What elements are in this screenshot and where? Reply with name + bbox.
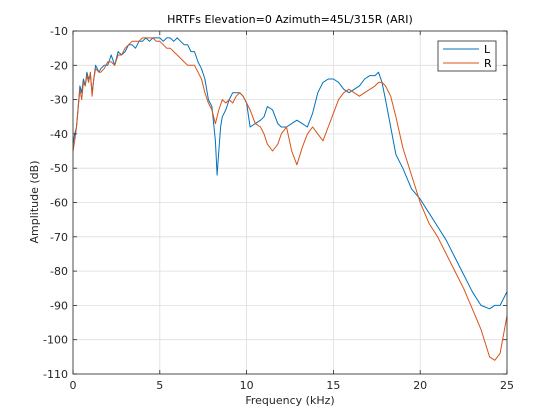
x-axis-label: Frequency (kHz)	[245, 394, 334, 407]
y-tick-label: -60	[50, 197, 68, 210]
y-tick-label: -30	[50, 94, 68, 107]
series-line-l	[72, 37, 508, 310]
legend-label-l: L	[484, 43, 491, 56]
y-tick-label: -40	[50, 128, 68, 141]
y-tick-label: -50	[50, 162, 68, 175]
legend: L R	[437, 40, 497, 72]
y-tick-label: -110	[43, 368, 68, 381]
x-tick-label: 20	[413, 379, 427, 392]
y-axis-label: Amplitude (dB)	[28, 161, 41, 244]
chart-title: HRTFs Elevation=0 Azimuth=45L/315R (ARI)	[167, 13, 413, 26]
y-tick-label: -90	[50, 299, 68, 312]
legend-box	[437, 40, 497, 72]
y-tick-label: -80	[50, 265, 68, 278]
y-axis-ticks: -10 -20 -30 -40 -50 -60 -70 -80 -90 -100 -110	[43, 25, 507, 381]
series-line-r	[72, 37, 508, 361]
y-tick-label: -100	[43, 334, 68, 347]
x-tick-label: 5	[156, 379, 163, 392]
y-tick-label: -20	[50, 59, 68, 72]
x-tick-label: 10	[240, 379, 254, 392]
series-layer	[72, 37, 508, 361]
legend-label-r: R	[484, 57, 492, 70]
x-tick-label: 0	[70, 379, 77, 392]
x-tick-label: 25	[500, 379, 514, 392]
x-axis-ticks: 0 5 10 15 20 25	[70, 31, 514, 392]
y-tick-label: -10	[50, 25, 68, 38]
y-tick-label: -70	[50, 231, 68, 244]
x-tick-label: 15	[326, 379, 340, 392]
